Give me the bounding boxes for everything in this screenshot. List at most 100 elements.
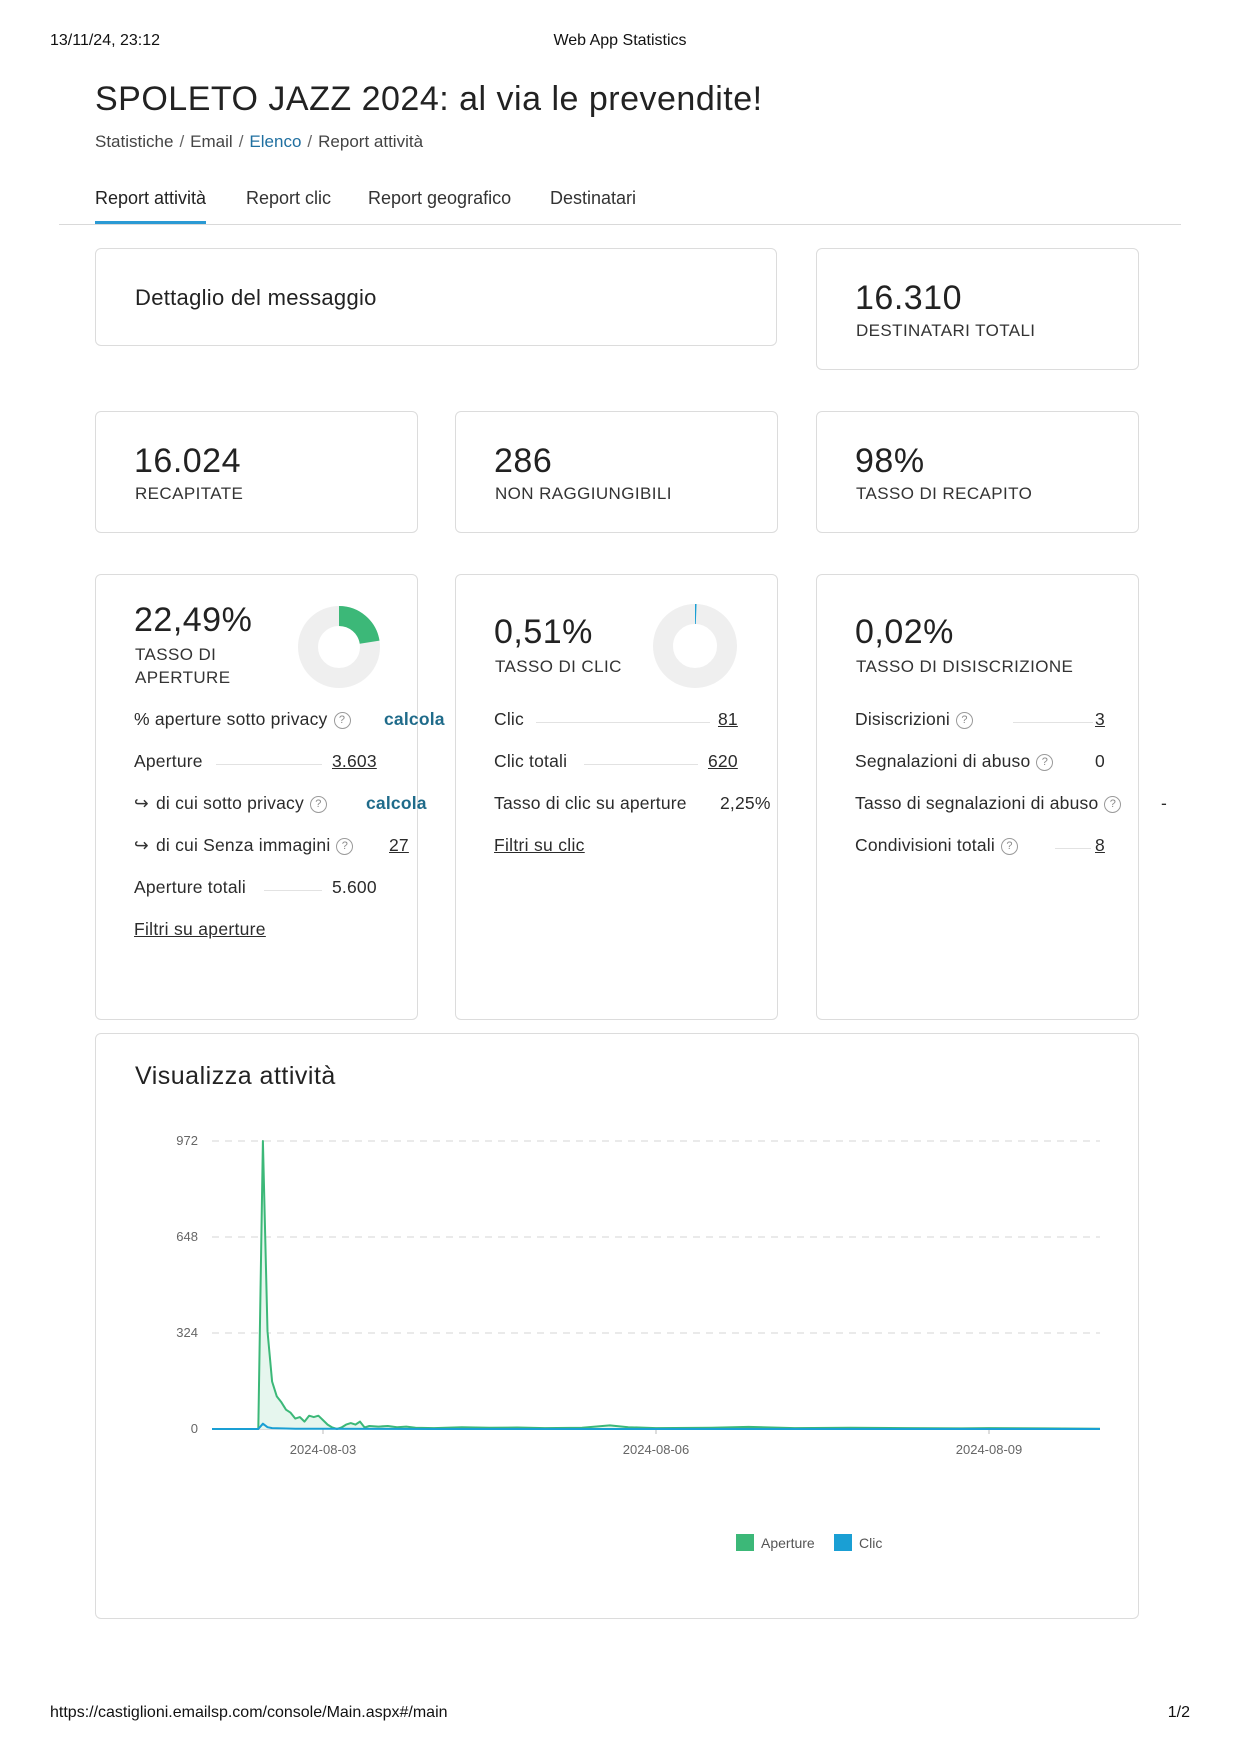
unreachable-card: 286 NON RAGGIUNGIBILI <box>455 411 778 533</box>
delivered-label: RECAPITATE <box>135 484 244 503</box>
opens-filters-link[interactable]: Filtri su aperture <box>134 919 266 939</box>
tab-report-attivita[interactable]: Report attività <box>95 188 207 224</box>
help-icon[interactable]: ? <box>309 795 327 813</box>
total-opens-value: 5.600 <box>332 877 377 897</box>
opens-no-images-label: di cui Senza immagini <box>156 835 331 855</box>
abuse-reports-row: Segnalazioni di abuso? 0 <box>855 751 1115 775</box>
opens-rate-value: 22,49% <box>134 601 253 639</box>
legend-item-aperture[interactable]: Aperture <box>736 1534 816 1552</box>
clicks-row: Clic 81 <box>494 709 754 733</box>
unsubscribes-row: Disiscrizioni? 3 <box>855 709 1115 733</box>
help-icon[interactable]: ? <box>333 711 351 729</box>
opens-rate-label-line2: APERTURE <box>135 668 231 687</box>
abuse-rate-label: Tasso di segnalazioni di abuso <box>855 793 1099 813</box>
clicks-filters-link[interactable]: Filtri su clic <box>494 835 585 855</box>
delivered-value: 16.024 <box>134 442 241 480</box>
total-shares-value[interactable]: 8 <box>1095 835 1105 855</box>
total-clicks-label: Clic totali <box>494 751 568 771</box>
total-shares-label: Condivisioni totali <box>855 835 995 855</box>
print-header: 13/11/24, 23:12 Web App Statistics <box>50 32 1190 54</box>
tab-report-clic[interactable]: Report clic <box>246 188 332 208</box>
help-icon[interactable]: ? <box>336 837 354 855</box>
help-icon[interactable]: ? <box>1036 753 1054 771</box>
activity-chart-title: Visualizza attività <box>135 1062 336 1090</box>
opens-row: Aperture 3.603 <box>134 751 394 775</box>
total-opens-row: Aperture totali 5.600 <box>134 877 394 901</box>
opens-no-images-row: ↪ di cui Senza immagini? 27 <box>134 835 414 859</box>
unsubscribes-value[interactable]: 3 <box>1095 709 1105 729</box>
unsubscribes-card: 0,02% TASSO DI DISISCRIZIONE Disiscrizio… <box>816 574 1167 1020</box>
opens-privacy-label: di cui sotto privacy <box>156 793 304 813</box>
abuse-rate-row: Tasso di segnalazioni di abuso? - <box>855 793 1175 817</box>
privacy-opens-pct-row: % aperture sotto privacy? calcola <box>134 709 454 733</box>
print-page-title: Web App Statistics <box>553 32 687 49</box>
privacy-opens-pct-label: % aperture sotto privacy <box>134 709 328 729</box>
help-icon[interactable]: ? <box>955 711 973 729</box>
page-title: SPOLETO JAZZ 2024: al via le prevendite! <box>95 80 763 118</box>
total-shares-row: Condivisioni totali? 8 <box>855 835 1115 859</box>
total-clicks-value[interactable]: 620 <box>708 751 738 771</box>
help-icon[interactable]: ? <box>1000 837 1018 855</box>
breadcrumb-separator: / <box>307 132 313 151</box>
activity-chart-card: Visualizza attività 972 648 324 0 2024-08-03… <box>95 1033 1139 1619</box>
message-detail-title: Dettaglio del messaggio <box>135 285 377 310</box>
row-leader <box>536 722 710 723</box>
delivery-rate-value: 98% <box>855 442 925 480</box>
x-tick-label: 2024-08-09 <box>956 1442 1023 1457</box>
print-datetime: 13/11/24, 23:12 <box>50 32 161 49</box>
tab-destinatari[interactable]: Destinatari <box>550 188 637 208</box>
clicks-label: Clic <box>494 709 524 729</box>
message-detail-card[interactable]: Dettaglio del messaggio <box>95 248 777 346</box>
clicks-rate-label: TASSO DI CLIC <box>495 657 622 676</box>
unsubscribes-label: Disiscrizioni <box>855 709 950 729</box>
report-tabs: Report attività Report clic Report geogr… <box>59 186 1181 225</box>
delivered-card: 16.024 RECAPITATE <box>95 411 418 533</box>
clicks-donut-chart <box>653 604 737 688</box>
opens-rate-label-line1: TASSO DI <box>135 645 217 664</box>
legend-swatch-clic <box>834 1534 852 1551</box>
y-tick-label: 648 <box>176 1229 198 1244</box>
opens-no-images-value[interactable]: 27 <box>389 835 409 855</box>
abuse-reports-label: Segnalazioni di abuso <box>855 751 1031 771</box>
series-line-clic <box>212 1422 1100 1430</box>
privacy-opens-pct-calculate-link[interactable]: calcola <box>384 709 445 729</box>
opens-label: Aperture <box>134 751 203 771</box>
print-page-number: 1/2 <box>1167 1704 1190 1721</box>
breadcrumb-separator: / <box>238 132 244 151</box>
breadcrumb-item-email[interactable]: Email <box>190 132 233 151</box>
row-leader <box>216 764 322 765</box>
y-tick-label: 0 <box>191 1421 198 1436</box>
row-leader <box>1055 848 1091 849</box>
delivery-rate-card: 98% TASSO DI RECAPITO <box>816 411 1139 533</box>
unreachable-value: 286 <box>494 442 553 480</box>
delivery-rate-label: TASSO DI RECAPITO <box>856 484 1033 503</box>
breadcrumb-item-current: Report attività <box>318 132 424 151</box>
help-icon[interactable]: ? <box>1104 795 1122 813</box>
x-tick-label: 2024-08-06 <box>623 1442 690 1457</box>
print-url: https://castiglioni.emailsp.com/console/… <box>50 1704 448 1721</box>
activity-line-chart[interactable]: 972 648 324 0 2024-08-03 2024-08-06 2024-08-09 <box>96 1034 1140 1620</box>
clicks-rate-value: 0,51% <box>494 613 593 651</box>
breadcrumb-item-elenco[interactable]: Elenco <box>249 132 302 151</box>
legend-swatch-aperture <box>736 1534 754 1551</box>
ctor-row: Tasso di clic su aperture 2,25% <box>494 793 779 817</box>
opens-privacy-calculate-link[interactable]: calcola <box>366 793 427 813</box>
total-clicks-row: Clic totali 620 <box>494 751 754 775</box>
ctor-value: 2,25% <box>720 793 771 813</box>
legend-item-clic[interactable]: Clic <box>834 1534 894 1552</box>
subitem-arrow-icon: ↪ <box>134 793 149 813</box>
unsubscribe-rate-value: 0,02% <box>855 613 954 651</box>
x-tick-label: 2024-08-03 <box>290 1442 357 1457</box>
ctor-label: Tasso di clic su aperture <box>494 793 687 813</box>
row-leader <box>264 890 322 891</box>
opens-donut-chart <box>298 606 380 688</box>
unsubscribe-rate-label: TASSO DI DISISCRIZIONE <box>856 657 1074 676</box>
breadcrumb-separator: / <box>179 132 185 151</box>
breadcrumb: Statistiche / Email / Elenco / Report attività <box>95 132 423 152</box>
clicks-value[interactable]: 81 <box>718 709 738 729</box>
opens-value[interactable]: 3.603 <box>332 751 377 771</box>
tab-report-geografico[interactable]: Report geografico <box>368 188 512 208</box>
subitem-arrow-icon: ↪ <box>134 835 149 855</box>
abuse-reports-value: 0 <box>1095 751 1105 771</box>
breadcrumb-item-statistiche[interactable]: Statistiche <box>95 132 174 151</box>
